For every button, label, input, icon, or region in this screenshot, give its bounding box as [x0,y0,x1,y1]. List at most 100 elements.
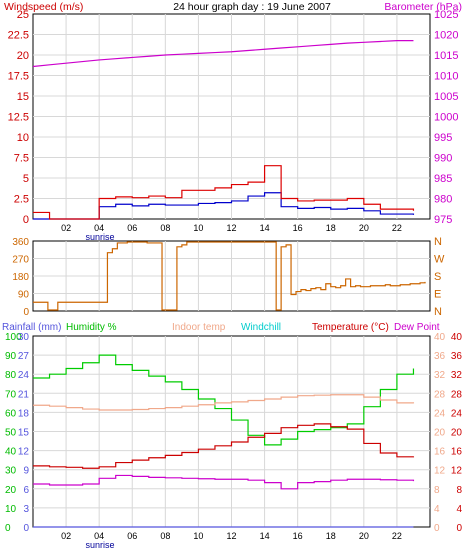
windspeed-tick-label: 0 [23,214,29,226]
humidity-tick-label: 80 [5,370,17,381]
x-tick-label-bottom: 16 [293,531,303,541]
rainfall-tick-label: 9 [23,466,29,477]
x-tick-label-top: 16 [293,223,303,233]
humidity-tick-label: 100 [5,332,22,343]
temperature-tick-label: 36 [451,351,463,362]
temperature-tick-label: 4 [456,504,462,515]
x-tick-label-top: 12 [226,223,236,233]
x-tick-label-bottom: 22 [392,531,402,541]
indoor-temp-tick-label: 36 [434,351,446,362]
humidity-tick-label: 40 [5,447,17,458]
temperature-tick-label: 16 [451,447,463,458]
rainfall-tick-label: 3 [23,504,29,515]
humidity-label: Humidity % [66,322,117,333]
temperature-tick-label: 24 [451,408,463,419]
compass-tick-label: S [434,271,441,283]
x-tick-label-top: 20 [359,223,369,233]
barometer-tick-label: 1010 [434,71,458,83]
windspeed-tick-label: 5 [23,173,29,185]
windspeed-tick-label: 25 [17,9,29,21]
direction-tick-label: 270 [12,255,29,266]
barometer-tick-label: 990 [434,153,452,165]
temperature-line [33,423,415,469]
windspeed-line [33,192,415,220]
rainfall-tick-label: 12 [18,447,30,458]
barometer-tick-label: 980 [434,194,452,206]
barometer-tick-label: 1005 [434,91,458,103]
barometer-tick-label: 985 [434,173,452,185]
x-tick-label-bottom: 08 [160,531,170,541]
barometer-tick-label: 1015 [434,50,458,62]
indoor-temp-label: Indoor temp [172,322,226,333]
wind-direction-line [33,241,426,311]
humidity-tick-label: 60 [5,408,17,419]
compass-tick-label: W [434,254,445,266]
rainfall-tick-label: 24 [18,370,30,381]
x-tick-label-bottom: 12 [226,531,236,541]
sunrise-label-bottom: sunrise [85,540,114,550]
temperature-tick-label: 28 [451,389,463,400]
temperature-tick-label: 0 [456,523,462,534]
windspeed-tick-label: 22.5 [8,30,29,42]
indoor-temp-line [33,394,415,411]
rainfall-tick-label: 27 [18,351,30,362]
indoor-temp-tick-label: 28 [434,389,446,400]
indoor-temp-tick-label: 40 [434,332,446,343]
rainfall-tick-label: 15 [18,428,30,439]
direction-tick-label: 180 [12,272,29,283]
indoor-temp-tick-label: 16 [434,447,446,458]
temperature-label: Temperature (°C) [312,322,389,333]
x-tick-label-bottom: 06 [127,531,137,541]
windchill-label: Windchill [241,322,281,333]
temperature-tick-label: 20 [451,428,463,439]
rainfall-tick-label: 21 [18,389,30,400]
sunrise-label-top: sunrise [85,232,114,242]
barometer-label: Barometer (hPa) [384,1,462,13]
x-tick-label-bottom: 10 [193,531,203,541]
direction-tick-label: 90 [18,290,30,301]
direction-tick-label: 0 [23,307,29,318]
indoor-temp-tick-label: 32 [434,370,446,381]
barometer-tick-label: 995 [434,132,452,144]
windspeed-tick-label: 12.5 [8,112,29,124]
humidity-tick-label: 90 [5,351,17,362]
temperature-tick-label: 8 [456,485,462,496]
humidity-tick-label: 10 [5,504,17,515]
humidity-tick-label: 30 [5,466,17,477]
dewpoint-line [33,474,415,490]
windspeed-tick-label: 2.5 [14,194,29,206]
windspeed-tick-label: 15 [17,91,29,103]
rainfall-tick-label: 18 [18,408,30,419]
x-tick-label-top: 18 [326,223,336,233]
windspeed-tick-label: 10 [17,132,29,144]
rainfall-tick-label: 30 [18,332,30,343]
x-tick-label-bottom: 20 [359,531,369,541]
temperature-tick-label: 32 [451,370,463,381]
x-tick-label-top: 14 [260,223,270,233]
humidity-tick-label: 0 [5,523,11,534]
wind-gust-line [33,165,415,220]
x-tick-label-top: 10 [193,223,203,233]
windspeed-tick-label: 20 [17,50,29,62]
windspeed-tick-label: 17.5 [8,71,29,83]
chart-title: 24 hour graph day : 19 June 2007 [173,1,331,13]
x-tick-label-bottom: 14 [260,531,270,541]
temperature-tick-label: 40 [451,332,463,343]
humidity-tick-label: 50 [5,428,17,439]
indoor-temp-tick-label: 0 [434,523,440,534]
windspeed-tick-label: 7.5 [14,153,29,165]
barometer-tick-label: 1000 [434,112,458,124]
humidity-tick-label: 20 [5,485,17,496]
rainfall-tick-label: 6 [23,485,29,496]
humidity-tick-label: 70 [5,389,17,400]
direction-tick-label: 360 [12,237,29,248]
dewpoint-label: Dew Point [394,322,440,333]
x-tick-label-bottom: 02 [61,531,71,541]
barometer-tick-label: 975 [434,214,452,226]
x-tick-label-top: 08 [160,223,170,233]
x-tick-label-bottom: 04 [94,531,104,541]
indoor-temp-tick-label: 20 [434,428,446,439]
barometer-tick-label: 1020 [434,30,458,42]
temperature-tick-label: 12 [451,466,463,477]
